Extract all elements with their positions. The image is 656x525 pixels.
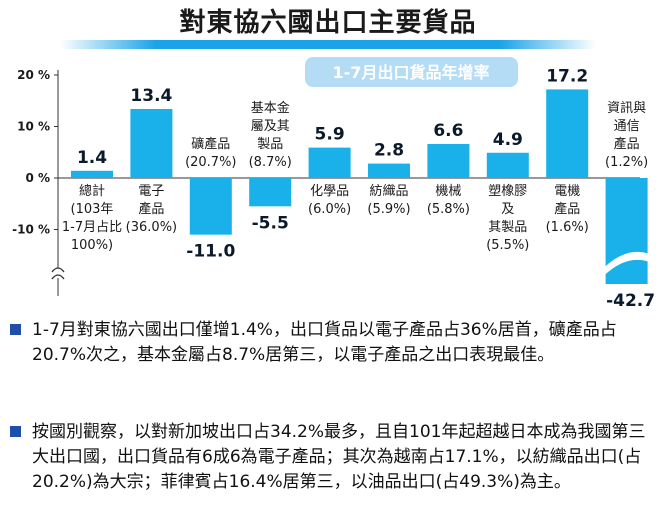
category-label: 及 xyxy=(501,202,514,217)
bullet-text: 1-7月對東協六國出口僅增1.4%，出口貨品以電子產品占36%居首，礦產品占20… xyxy=(32,320,617,365)
category-label: 產品 xyxy=(554,201,580,217)
category-label: 礦產品 xyxy=(191,136,230,152)
bar xyxy=(546,89,589,178)
data-label: 1.4 xyxy=(77,148,107,168)
data-label: -42.7 xyxy=(606,291,655,311)
category-label: (6.0%) xyxy=(308,202,351,217)
category-label: (36.0%) xyxy=(126,220,177,235)
data-label: 4.9 xyxy=(493,130,523,150)
data-label: -5.5 xyxy=(252,213,289,233)
data-label: 13.4 xyxy=(130,86,172,106)
category-label: 1-7月占比 xyxy=(62,220,122,235)
y-tick-label: 10 % xyxy=(17,120,50,134)
category-label: 其製品 xyxy=(488,220,527,235)
y-tick-label: -10 % xyxy=(12,223,50,237)
data-label: 5.9 xyxy=(315,125,345,145)
category-label: (1.2%) xyxy=(605,155,648,170)
category-label: (5.5%) xyxy=(486,238,529,253)
category-label: 100%) xyxy=(71,238,113,253)
category-label: 電子 xyxy=(138,184,164,199)
category-label: 通信 xyxy=(614,119,640,134)
legend-box xyxy=(305,57,518,87)
bullet-item: 1-7月對東協六國出口僅增1.4%，出口貨品以電子產品占36%居首，礦產品占20… xyxy=(10,318,650,393)
category-label: (103年 xyxy=(71,202,114,217)
bar xyxy=(71,170,113,178)
legend-label: 1-7月出口貨品年增率 xyxy=(333,63,490,82)
category-label: 產品 xyxy=(614,136,640,152)
category-label: 化學品 xyxy=(310,184,349,199)
axis-break-mark xyxy=(51,267,65,273)
bullet-square-icon xyxy=(10,426,21,437)
category-label: (20.7%) xyxy=(185,155,236,170)
category-label: 屬及其 xyxy=(251,119,290,134)
title-underline xyxy=(60,40,596,49)
category-label: (8.7%) xyxy=(249,155,292,170)
bullet-square-icon xyxy=(10,324,21,335)
data-label: 17.2 xyxy=(546,66,588,86)
category-label: (1.6%) xyxy=(546,220,589,235)
data-label: -11.0 xyxy=(186,242,235,262)
bar xyxy=(130,108,173,178)
category-label: 塑橡膠 xyxy=(488,184,527,199)
category-label: 製品 xyxy=(257,137,283,152)
category-label: 紡織品 xyxy=(369,184,408,199)
bar xyxy=(427,144,470,178)
bar-break-mark xyxy=(603,251,650,276)
category-label: 基本金 xyxy=(251,100,290,116)
category-label: 機械 xyxy=(435,184,461,199)
y-tick-label: 20 % xyxy=(17,68,50,82)
bullet-text: 按國別觀察，以對新加坡出口占34.2%最多，且自101年起超越日本成為我國第三大… xyxy=(32,422,646,492)
axis-break-mark xyxy=(51,274,65,280)
category-label: 電機 xyxy=(554,184,580,199)
data-label: 2.8 xyxy=(374,141,404,161)
y-tick-label: 0 % xyxy=(25,171,50,185)
bar xyxy=(249,178,292,207)
bar xyxy=(189,178,232,235)
page-title: 對東協六國出口主要貨品 xyxy=(179,8,477,38)
category-label: 資訊與 xyxy=(607,101,646,116)
category-label: 產品 xyxy=(138,201,164,217)
bar xyxy=(308,147,351,178)
data-label: 6.6 xyxy=(433,121,463,141)
bullet-item: 按國別觀察，以對新加坡出口占34.2%最多，且自101年起超越日本成為我國第三大… xyxy=(10,420,650,522)
category-label: (5.9%) xyxy=(367,202,410,217)
category-label: 總計 xyxy=(79,183,105,199)
bar xyxy=(486,152,529,178)
bar xyxy=(368,163,410,178)
category-label: (5.8%) xyxy=(427,202,470,217)
bar-chart: 20 % 10 % 0 % -10 % 1-7月出口貨品年增率 1.4 總計 (103年 1-7… xyxy=(12,57,655,311)
